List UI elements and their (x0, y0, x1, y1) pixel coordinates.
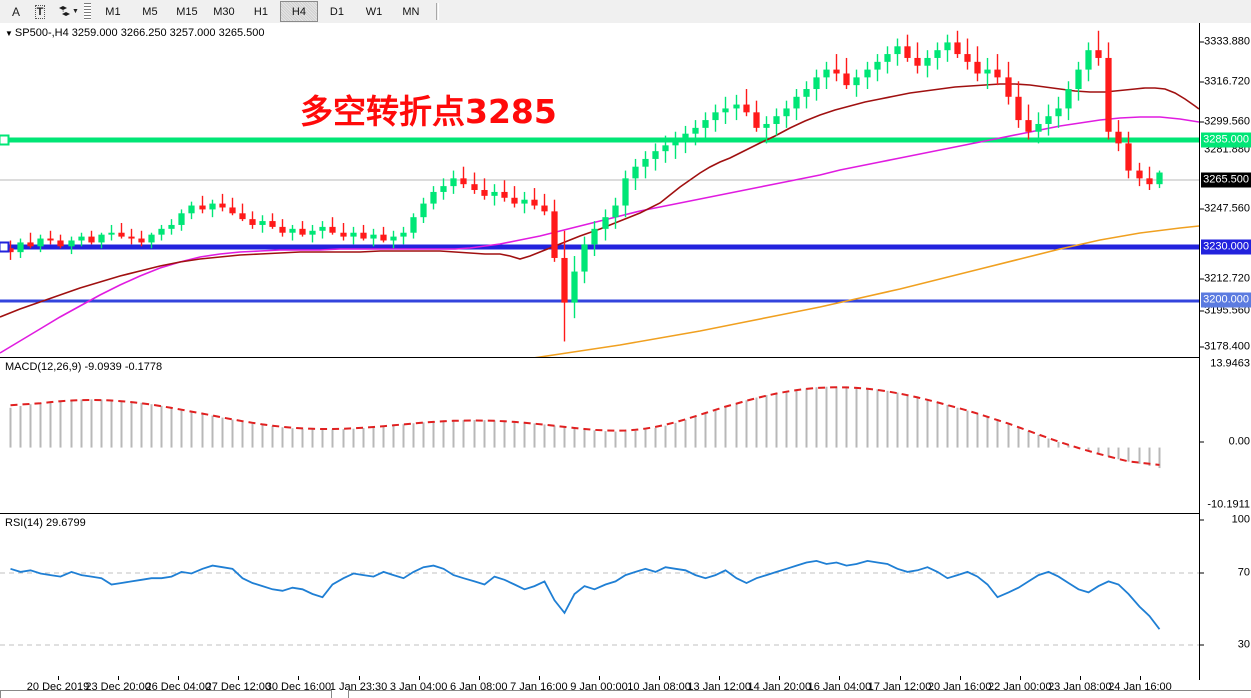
timeframe-m1[interactable]: M1 (105, 5, 121, 18)
objects-glyph (58, 5, 70, 16)
macd-signal-line (10, 386, 1160, 466)
timeframe-m15[interactable]: M15 (176, 5, 198, 18)
price-tick-3299: 3299.560 (1204, 115, 1250, 128)
toolbar-end-separator (435, 3, 439, 20)
time-tick-0 (58, 676, 59, 680)
price-pane-bottom-border (0, 357, 1199, 358)
ma-fast-dark-red (0, 83, 1199, 318)
ma-slow-orange (534, 225, 1199, 357)
price-tick-3333: 3333.880 (1204, 35, 1250, 48)
price-pane-header-text: SP500-,H4 3259.000 3266.250 3257.000 326… (14, 27, 265, 39)
rsi-tick-100: 100 (1231, 513, 1250, 526)
price-tick-3195: 3195.560 (1204, 304, 1250, 317)
time-tick-6 (418, 676, 420, 680)
text-tool-icon[interactable]: A (11, 4, 20, 19)
status-bar (0, 690, 1251, 698)
timeframe-w1[interactable]: W1 (365, 5, 383, 18)
price-scale-ticks (1199, 41, 1204, 646)
time-tick-17 (1079, 676, 1081, 680)
time-tick-9 (599, 676, 600, 680)
time-tick-10 (659, 676, 661, 680)
candlestick-series (7, 30, 1163, 342)
price-tick-3247: 3247.560 (1204, 202, 1250, 215)
time-tick-13 (839, 676, 841, 680)
macd-plot (9, 386, 1161, 469)
support-3230-handle[interactable] (0, 241, 10, 253)
price-plot (0, 83, 1199, 357)
timeframe-m5[interactable]: M5 (142, 5, 158, 18)
support-3230-badge[interactable]: 3230.000 (1201, 239, 1251, 255)
price-pane-header: ▼ SP500-,H4 3259.000 3266.250 3257.000 32… (5, 28, 264, 39)
macd-pane-bottom-border (0, 513, 1199, 514)
rsi-tick-70: 70 (1237, 566, 1250, 579)
rsi-pane-header: RSI(14) 29.6799 (5, 517, 86, 529)
resistance-3285-badge[interactable]: 3285.000 (1201, 132, 1251, 148)
timeframe-h4[interactable]: H4 (279, 1, 318, 22)
macd-tick-min: -10.1911 (1207, 498, 1250, 511)
ma-mid-magenta (0, 116, 1199, 354)
text-label-tool-icon[interactable]: T (34, 4, 46, 19)
time-tick-18 (1140, 676, 1141, 680)
price-tick-3281: 3281.880 (1204, 143, 1250, 156)
collapse-triangle-icon[interactable]: ▼ (5, 29, 13, 38)
objects-list-icon[interactable] (52, 1, 76, 22)
resistance-line-handle[interactable] (0, 134, 10, 146)
time-tick-8 (538, 676, 540, 680)
time-tick-12 (779, 676, 781, 680)
time-tick-5 (358, 676, 360, 680)
rsi-pane[interactable] (0, 514, 1199, 680)
toolbar: A T ▼ M1 M5 M15 M30 H1 H4 D1 W1 MN (0, 0, 1251, 24)
time-tick-4 (298, 676, 300, 680)
last-price-badge: 3265.500 (1201, 172, 1251, 188)
support-3200-badge[interactable]: 3200.000 (1201, 292, 1251, 308)
macd-tick-max: 13.9463 (1210, 357, 1250, 370)
rsi-tick-30: 30 (1237, 638, 1250, 651)
status-cell-right (348, 690, 1251, 698)
price-pane[interactable]: 多空转折点3285 (0, 23, 1199, 357)
macd-histogram (9, 386, 1161, 469)
time-tick-14 (899, 676, 901, 680)
timeframe-m30[interactable]: M30 (213, 5, 235, 18)
time-tick-3 (238, 676, 240, 680)
macd-pane[interactable] (0, 358, 1199, 513)
timeframe-d1[interactable]: D1 (329, 5, 344, 18)
price-tick-3316: 3316.720 (1204, 75, 1250, 88)
time-tick-1 (118, 676, 120, 680)
rsi-plot (0, 559, 1199, 646)
status-cell-left (0, 690, 332, 698)
timeframe-h1[interactable]: H1 (253, 5, 268, 18)
price-tick-3212: 3212.720 (1204, 272, 1250, 285)
chart-annotation-text: 多空转折点3285 (300, 92, 557, 131)
time-tick-11 (719, 676, 721, 680)
objects-dropdown-caret-icon[interactable]: ▼ (72, 8, 79, 15)
time-tick-16 (1019, 676, 1021, 680)
time-tick-7 (478, 676, 480, 680)
price-tick-3178: 3178.400 (1204, 340, 1250, 353)
chart-area[interactable]: 多空转折点3285 ▼ SP500-,H4 3259.000 3266.250 3… (0, 23, 1251, 680)
toolbar-grip[interactable] (83, 3, 91, 20)
time-tick-15 (959, 676, 961, 680)
time-tick-2 (178, 676, 180, 680)
macd-pane-header: MACD(12,26,9) -9.0939 -0.1778 (5, 361, 163, 373)
timeframe-mn[interactable]: MN (402, 5, 420, 18)
macd-tick-zero: 0.00 (1228, 435, 1250, 448)
rsi-line (10, 559, 1161, 630)
